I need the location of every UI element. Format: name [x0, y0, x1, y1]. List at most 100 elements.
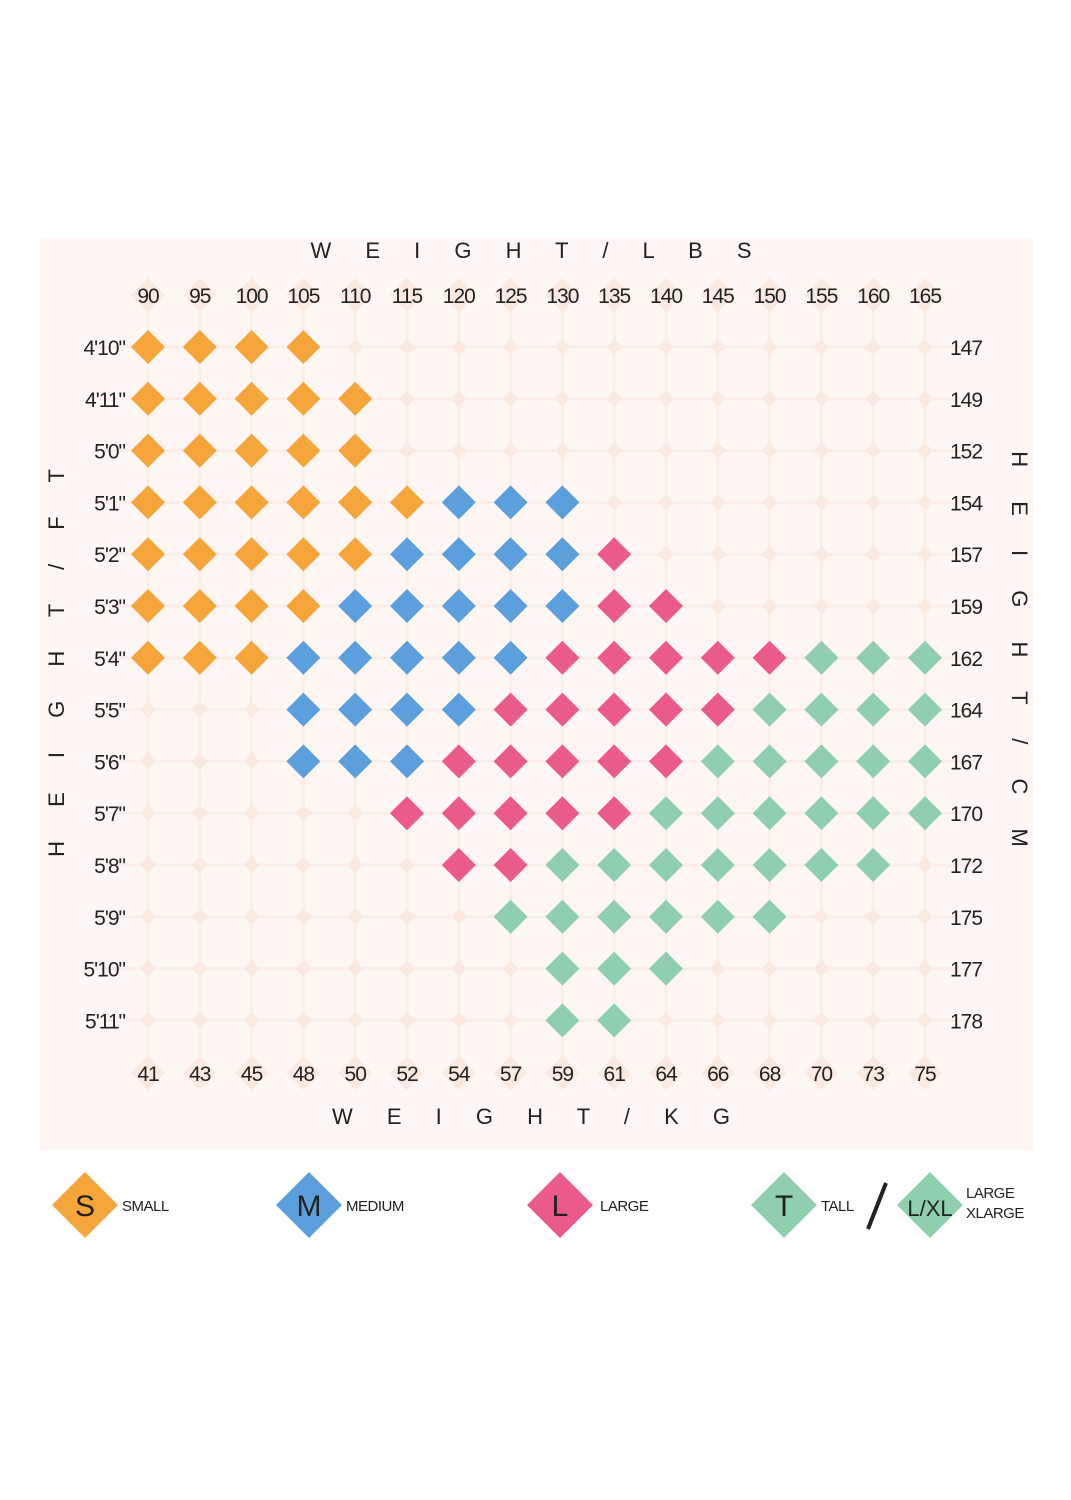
x-tick-kg: 50 [345, 1063, 367, 1086]
empty-cell-marker [865, 339, 882, 355]
y-tick-ft: 5'2" [94, 544, 125, 567]
x-tick-lbs: 100 [236, 285, 268, 308]
empty-cell-marker [450, 442, 467, 459]
empty-cell-marker [191, 805, 208, 822]
y-tick-ft: 5'0" [94, 441, 125, 464]
empty-cell-marker [865, 598, 882, 614]
legend-medium-icon [276, 1172, 342, 1238]
empty-cell-marker [399, 908, 415, 925]
legend-small-icon [52, 1172, 118, 1238]
y-axis-title-cm: H E I G H T / C M [1007, 451, 1032, 861]
size-marker-large [441, 848, 476, 882]
size-marker-medium [390, 640, 424, 675]
x-tick-lbs: 155 [805, 285, 837, 308]
tick-marker [182, 278, 217, 312]
size-marker-tall-large-xlarge [700, 744, 735, 779]
tick-marker [700, 1056, 735, 1090]
empty-cell-marker [243, 1012, 260, 1029]
legend-tall-letter: T [775, 1190, 793, 1223]
size-marker-medium [493, 640, 528, 675]
size-marker-tall-large-xlarge [752, 899, 787, 934]
size-marker-medium [493, 485, 528, 520]
empty-cell-marker [761, 960, 778, 977]
y-tick-ft: 5'7" [94, 803, 125, 826]
size-marker-tall-large-xlarge [700, 899, 735, 934]
tick-marker [234, 278, 269, 312]
y-tick-cm: 152 [950, 441, 982, 464]
tick-marker [182, 1056, 217, 1090]
empty-cell-marker [813, 339, 830, 355]
size-marker-small [234, 485, 269, 520]
empty-cell-marker [140, 701, 156, 718]
tick-marker [545, 1056, 580, 1090]
y-tick-cm: 149 [950, 389, 982, 412]
legend-small: S [52, 1172, 118, 1238]
empty-cell-marker [243, 805, 260, 822]
empty-cell-marker [917, 546, 933, 563]
empty-cell-marker [865, 546, 882, 563]
size-marker-medium [338, 589, 373, 623]
legend-small-label: SMALL [122, 1198, 169, 1215]
empty-cell-marker [295, 1012, 312, 1029]
x-tick-kg: 70 [811, 1063, 833, 1086]
empty-cell-marker [606, 339, 623, 355]
empty-cell-marker [709, 1012, 726, 1029]
size-marker-medium [441, 537, 476, 572]
empty-cell-marker [761, 442, 778, 459]
empty-cell-marker [347, 960, 364, 977]
y-tick-cm: 154 [950, 492, 983, 515]
y-tick-cm: 175 [950, 907, 982, 930]
empty-cell-marker [347, 857, 364, 873]
legend-medium-letter: M [297, 1190, 322, 1223]
empty-cell-marker [191, 908, 208, 925]
size-marker-tall-large-xlarge [545, 899, 580, 934]
size-marker-medium [390, 744, 424, 779]
empty-cell-marker [347, 908, 364, 925]
size-marker-large [597, 796, 632, 831]
x-tick-lbs: 135 [598, 285, 630, 308]
empty-cell-marker [709, 960, 726, 977]
empty-cell-marker [140, 805, 156, 822]
tick-marker [908, 278, 942, 312]
size-marker-medium [390, 692, 424, 727]
x-tick-kg: 54 [448, 1063, 471, 1086]
y-tick-cm: 170 [950, 803, 982, 826]
size-marker-small [338, 485, 373, 520]
size-marker-medium [390, 589, 424, 623]
grid-lines [96, 295, 977, 1073]
size-marker-small [131, 330, 165, 364]
size-marker-tall-large-xlarge [493, 899, 528, 934]
empty-cell-marker [709, 442, 726, 459]
size-marker-large [649, 640, 683, 675]
size-marker-large [493, 796, 528, 831]
x-tick-kg: 66 [707, 1063, 729, 1086]
size-marker-large [597, 744, 632, 779]
empty-cell-marker [502, 442, 519, 459]
empty-cell-marker [243, 753, 260, 770]
tick-marker [131, 278, 165, 312]
empty-cell-marker [917, 598, 933, 614]
empty-cell-marker [347, 339, 364, 355]
legend-tall-label: TALL [821, 1198, 854, 1215]
y-tick-ft: 5'11" [85, 1010, 125, 1033]
x-tick-kg: 52 [396, 1063, 418, 1086]
tick-marker [752, 278, 787, 312]
size-marker-medium [390, 537, 424, 572]
empty-cell-marker [450, 960, 467, 977]
size-marker-large [493, 692, 528, 727]
y-tick-ft: 5'8" [94, 855, 125, 878]
tick-marker [908, 1056, 942, 1090]
x-tick-kg: 48 [293, 1063, 315, 1086]
empty-cell-marker [450, 908, 467, 925]
x-tick-kg: 75 [914, 1063, 936, 1086]
size-marker-medium [493, 537, 528, 572]
legend-tall-icon [751, 1172, 817, 1238]
size-marker-small [131, 640, 165, 675]
size-marker-large [545, 640, 580, 675]
size-marker-small [131, 589, 165, 623]
empty-cell-marker [761, 339, 778, 355]
empty-cell-marker [709, 339, 726, 355]
empty-cell-marker [295, 805, 312, 822]
size-marker-tall-large-xlarge [908, 640, 942, 675]
empty-cell-marker [917, 908, 933, 925]
